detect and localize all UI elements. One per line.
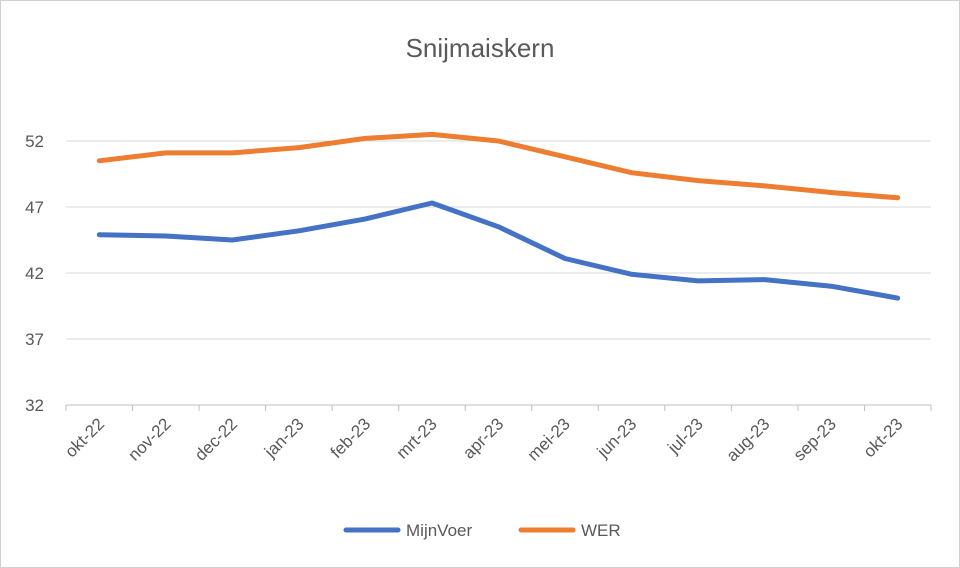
y-tick-label: 42 <box>25 264 44 283</box>
series-lines <box>96 131 901 301</box>
x-tick-label: okt-23 <box>860 414 907 461</box>
x-tick-label: sep-23 <box>790 414 840 464</box>
series-line-wer <box>96 131 901 201</box>
y-tick-label: 52 <box>25 132 44 151</box>
legend: MijnVoer WER <box>343 521 621 540</box>
legend-label-wer: WER <box>581 521 621 540</box>
x-tick-label: jan-23 <box>260 414 308 462</box>
x-tick-label: jul-23 <box>663 414 707 458</box>
y-axis-tick-labels: 32 37 42 47 52 <box>25 132 44 415</box>
chart-title: Snijmaiskern <box>406 33 555 63</box>
x-tick-label: apr-23 <box>459 414 507 462</box>
y-tick-label: 32 <box>25 396 44 415</box>
x-axis-tick-labels: okt-22 nov-22 dec-22 jan-23 feb-23 mrt-23 apr-… <box>61 414 906 465</box>
x-tick-label: mei-23 <box>524 414 574 464</box>
x-tick-label: nov-22 <box>124 414 174 464</box>
x-tick-label: mrt-23 <box>393 414 441 462</box>
x-tick-label: dec-22 <box>191 414 241 464</box>
y-tick-label: 47 <box>25 198 44 217</box>
x-axis <box>65 404 932 411</box>
x-tick-label: jun-23 <box>593 414 641 462</box>
x-tick-label: okt-22 <box>61 414 108 461</box>
legend-label-mijnvoer: MijnVoer <box>406 521 472 540</box>
y-tick-label: 37 <box>25 330 44 349</box>
x-tick-label: feb-23 <box>327 414 375 462</box>
x-tick-label: aug-23 <box>723 414 774 465</box>
series-line-mijnvoer <box>96 200 901 301</box>
